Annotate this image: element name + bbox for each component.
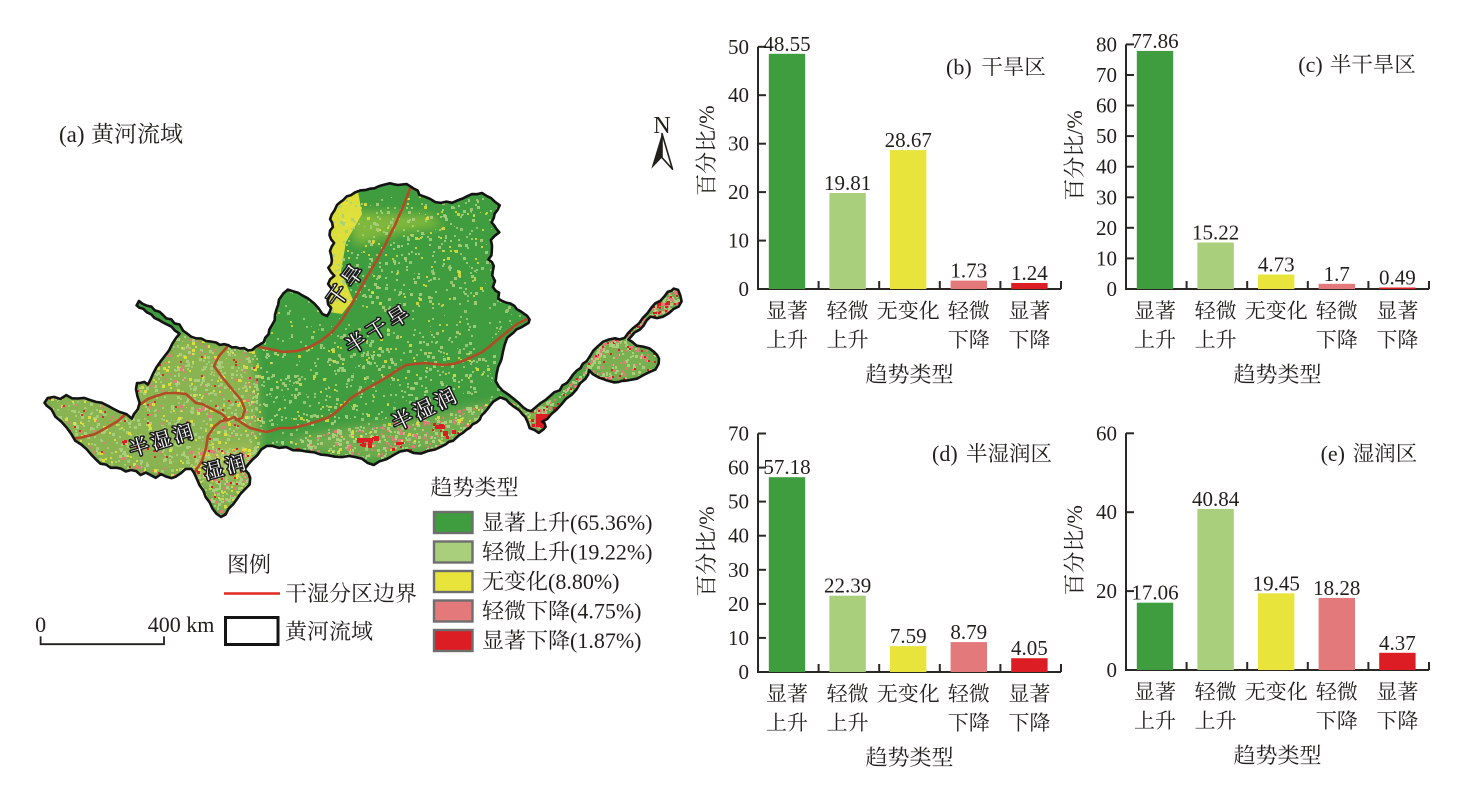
svg-text:10: 10 [728, 229, 749, 253]
svg-text:0: 0 [1107, 658, 1118, 682]
svg-text:(a): (a) [59, 122, 85, 147]
svg-text:50: 50 [728, 490, 749, 514]
svg-text:15.22: 15.22 [1192, 221, 1239, 245]
svg-text:40: 40 [728, 83, 749, 107]
svg-text:30: 30 [728, 558, 749, 582]
svg-text:70: 70 [728, 422, 749, 446]
svg-text:30: 30 [728, 132, 749, 156]
svg-text:(c): (c) [1298, 52, 1322, 77]
svg-text:80: 80 [1096, 32, 1117, 56]
svg-text:(d): (d) [932, 441, 958, 466]
svg-text:(19.22%): (19.22%) [570, 540, 652, 565]
svg-text:70: 70 [1096, 63, 1117, 87]
svg-text:/%: /% [1062, 110, 1087, 134]
svg-text:18.28: 18.28 [1313, 576, 1360, 600]
svg-text:40.84: 40.84 [1192, 487, 1240, 511]
svg-text:10: 10 [1096, 246, 1117, 270]
svg-text:0.49: 0.49 [1379, 266, 1416, 290]
svg-text:60: 60 [728, 456, 749, 480]
svg-text:40: 40 [1096, 155, 1117, 179]
svg-text:400 km: 400 km [148, 612, 215, 637]
svg-text:10: 10 [728, 626, 749, 650]
svg-text:N: N [653, 113, 670, 139]
svg-text:/%: /% [694, 506, 719, 530]
svg-text:/%: /% [694, 105, 719, 129]
svg-text:20: 20 [728, 592, 749, 616]
svg-text:0: 0 [35, 612, 46, 637]
svg-text:1.24: 1.24 [1011, 261, 1048, 285]
svg-text:0: 0 [1107, 277, 1118, 301]
svg-text:28.67: 28.67 [885, 128, 932, 152]
svg-text:4.73: 4.73 [1258, 253, 1295, 277]
svg-text:20: 20 [1096, 216, 1117, 240]
svg-text:(e): (e) [1321, 441, 1345, 466]
svg-text:22.39: 22.39 [824, 574, 871, 598]
svg-text:1.7: 1.7 [1324, 262, 1350, 286]
svg-text:77.86: 77.86 [1131, 29, 1178, 53]
svg-text:/%: /% [1062, 505, 1087, 529]
svg-text:60: 60 [1096, 421, 1117, 445]
svg-text:20: 20 [728, 180, 749, 204]
svg-text:50: 50 [1096, 124, 1117, 148]
svg-text:(1.87%): (1.87%) [570, 628, 641, 653]
svg-text:(b): (b) [946, 54, 972, 79]
svg-text:0: 0 [739, 277, 750, 301]
svg-text:57.18: 57.18 [763, 455, 810, 479]
svg-text:(8.80%): (8.80%) [548, 569, 619, 594]
svg-text:40: 40 [728, 524, 749, 548]
svg-text:50: 50 [728, 35, 749, 59]
svg-text:(65.36%): (65.36%) [570, 510, 652, 535]
svg-text:8.79: 8.79 [950, 620, 987, 644]
svg-text:1.73: 1.73 [950, 259, 987, 283]
svg-text:4.37: 4.37 [1379, 631, 1416, 655]
svg-text:48.55: 48.55 [763, 32, 810, 56]
svg-text:19.81: 19.81 [824, 171, 871, 195]
svg-text:17.06: 17.06 [1131, 581, 1178, 605]
svg-text:4.05: 4.05 [1011, 636, 1048, 660]
svg-text:7.59: 7.59 [890, 624, 927, 648]
svg-text:60: 60 [1096, 94, 1117, 118]
svg-text:40: 40 [1096, 500, 1117, 524]
svg-text:20: 20 [1096, 579, 1117, 603]
svg-text:19.45: 19.45 [1253, 571, 1300, 595]
svg-text:0: 0 [739, 660, 750, 684]
svg-text:(4.75%): (4.75%) [570, 599, 641, 624]
svg-text:30: 30 [1096, 185, 1117, 209]
